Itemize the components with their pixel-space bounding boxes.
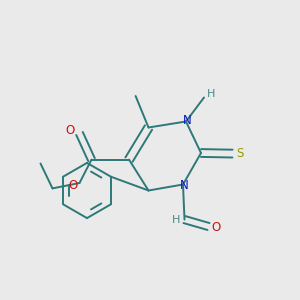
Text: O: O	[68, 179, 77, 192]
Text: N: N	[180, 178, 189, 192]
Text: O: O	[211, 221, 220, 234]
Text: S: S	[236, 147, 243, 160]
Text: O: O	[66, 124, 75, 137]
Text: H: H	[206, 89, 215, 99]
Text: N: N	[183, 113, 192, 127]
Text: H: H	[172, 215, 180, 225]
